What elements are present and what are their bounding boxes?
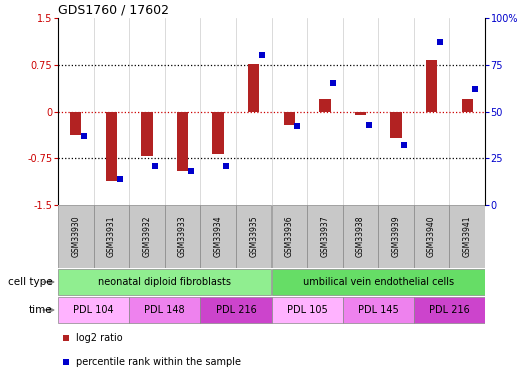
Bar <box>141 111 153 156</box>
Text: PDL 104: PDL 104 <box>73 305 114 315</box>
Bar <box>248 63 259 111</box>
Text: GSM33940: GSM33940 <box>427 216 436 257</box>
Bar <box>129 205 165 268</box>
Bar <box>94 205 129 268</box>
Bar <box>106 111 117 182</box>
Text: GSM33938: GSM33938 <box>356 216 365 257</box>
Bar <box>271 205 307 268</box>
Bar <box>58 269 271 295</box>
Bar <box>200 297 271 323</box>
Bar <box>319 99 331 111</box>
Text: GSM33934: GSM33934 <box>213 216 223 257</box>
Bar <box>449 205 485 268</box>
Text: log2 ratio: log2 ratio <box>76 333 123 343</box>
Bar <box>200 205 236 268</box>
Bar <box>414 297 485 323</box>
Text: neonatal diploid fibroblasts: neonatal diploid fibroblasts <box>98 277 231 287</box>
Text: time: time <box>29 305 53 315</box>
Bar <box>390 111 402 138</box>
Bar <box>343 205 378 268</box>
Bar <box>271 297 343 323</box>
Text: PDL 216: PDL 216 <box>215 305 256 315</box>
Bar <box>177 111 188 171</box>
Text: PDL 148: PDL 148 <box>144 305 185 315</box>
Bar <box>355 111 366 115</box>
Bar <box>236 205 271 268</box>
Text: GSM33931: GSM33931 <box>107 216 116 257</box>
Bar <box>378 205 414 268</box>
Text: PDL 145: PDL 145 <box>358 305 399 315</box>
Text: umbilical vein endothelial cells: umbilical vein endothelial cells <box>303 277 454 287</box>
Text: percentile rank within the sample: percentile rank within the sample <box>76 357 241 367</box>
Bar <box>461 99 473 111</box>
Bar <box>271 269 485 295</box>
Text: GSM33939: GSM33939 <box>392 216 401 257</box>
Text: PDL 105: PDL 105 <box>287 305 327 315</box>
Bar <box>58 205 94 268</box>
Bar <box>343 297 414 323</box>
Bar <box>70 111 82 135</box>
Text: GDS1760 / 17602: GDS1760 / 17602 <box>58 4 169 17</box>
Bar <box>414 205 449 268</box>
Text: GSM33935: GSM33935 <box>249 216 258 257</box>
Text: GSM33930: GSM33930 <box>71 216 81 257</box>
Text: GSM33936: GSM33936 <box>285 216 294 257</box>
Text: GSM33933: GSM33933 <box>178 216 187 257</box>
Bar <box>426 60 437 111</box>
Text: cell type: cell type <box>8 277 53 287</box>
Bar <box>283 111 295 125</box>
Bar <box>129 297 200 323</box>
Bar <box>165 205 200 268</box>
Bar <box>58 297 129 323</box>
Bar <box>212 111 224 154</box>
Text: GSM33941: GSM33941 <box>463 216 472 257</box>
Text: GSM33932: GSM33932 <box>142 216 152 257</box>
Text: GSM33937: GSM33937 <box>321 216 329 257</box>
Bar <box>307 205 343 268</box>
Text: PDL 216: PDL 216 <box>429 305 470 315</box>
